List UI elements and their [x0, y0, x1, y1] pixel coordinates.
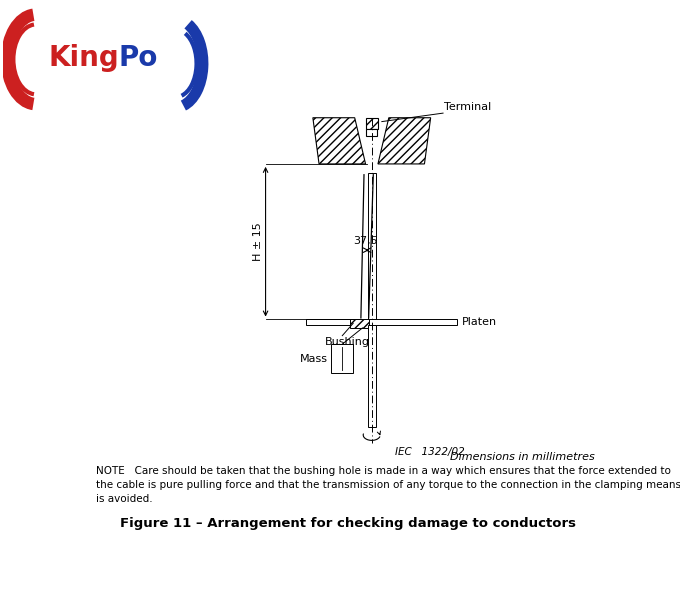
Bar [306, 320, 457, 325]
Text: IEC   1322/02: IEC 1322/02 [395, 446, 464, 457]
Text: King: King [49, 44, 120, 72]
Bar [350, 319, 369, 328]
Text: Terminal: Terminal [444, 102, 491, 111]
Bar [331, 344, 353, 373]
Text: NOTE   Care should be taken that the bushing hole is made in a way which ensures: NOTE Care should be taken that the bushi… [96, 466, 680, 504]
Text: 37,5: 37,5 [354, 236, 378, 245]
Text: Platen: Platen [462, 317, 497, 327]
Text: Po: Po [118, 44, 158, 72]
Bar [368, 325, 375, 428]
Text: Mass: Mass [301, 354, 328, 364]
Text: H ± 15: H ± 15 [253, 222, 263, 261]
Polygon shape [378, 118, 430, 164]
Bar [367, 128, 377, 136]
Polygon shape [313, 118, 366, 164]
Text: Dimensions in millimetres: Dimensions in millimetres [450, 452, 595, 462]
Text: Figure 11 – Arrangement for checking damage to conductors: Figure 11 – Arrangement for checking dam… [120, 518, 577, 530]
Text: Bushing: Bushing [325, 337, 370, 347]
Bar [368, 173, 375, 320]
Bar [366, 118, 378, 128]
